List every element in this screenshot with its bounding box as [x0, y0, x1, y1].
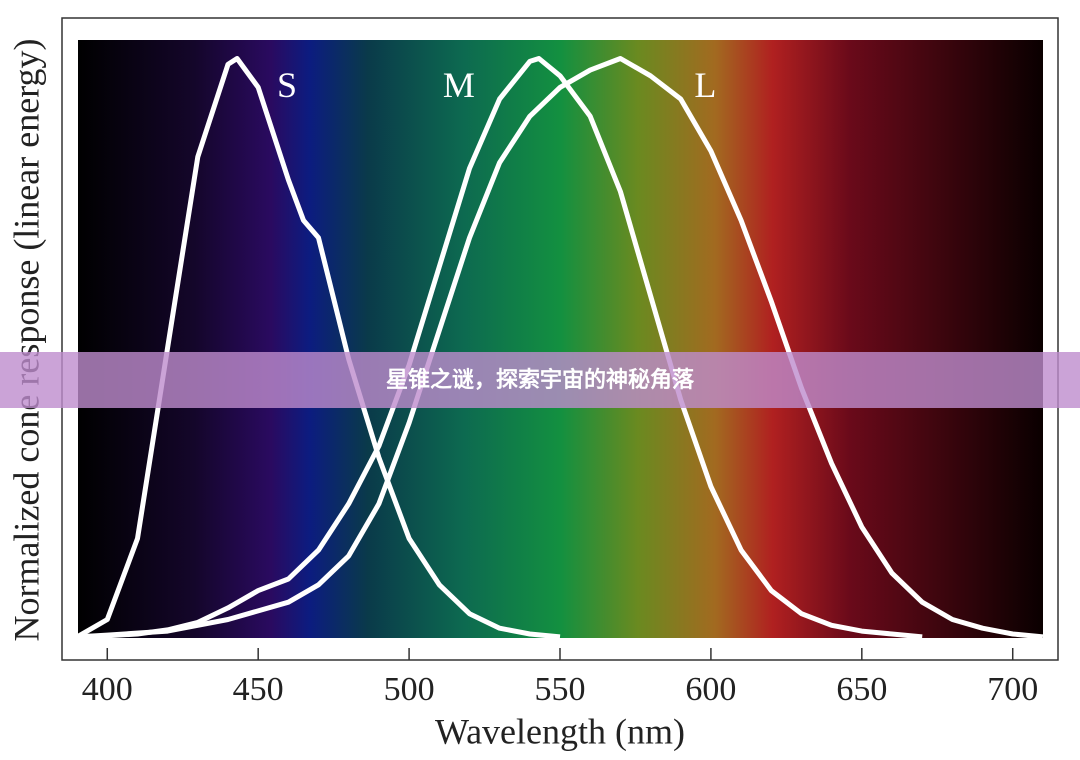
curve-label: S	[277, 65, 297, 105]
y-axis-label: Normalized cone response (linear energy)	[6, 38, 46, 641]
x-axis-label: Wavelength (nm)	[435, 711, 685, 751]
cone-curve	[76, 56, 1044, 640]
cone-curve	[75, 56, 561, 640]
x-tick-label: 600	[685, 671, 736, 708]
x-tick-label: 700	[987, 671, 1038, 708]
cone-curve	[77, 56, 923, 640]
banner-band	[0, 352, 1080, 408]
x-tick-label: 650	[836, 671, 887, 708]
spectrum-background	[78, 40, 1043, 638]
curve-label: M	[443, 65, 475, 105]
x-tick-label: 550	[535, 671, 586, 708]
x-tick-label: 500	[384, 671, 435, 708]
curve-label: L	[694, 65, 716, 105]
x-tick-label: 400	[82, 671, 133, 708]
banner-title: 星锥之谜，探索宇宙的神秘角落	[386, 367, 695, 393]
x-tick-label: 450	[233, 671, 284, 708]
banner: 星锥之谜，探索宇宙的神秘角落	[0, 352, 1080, 408]
